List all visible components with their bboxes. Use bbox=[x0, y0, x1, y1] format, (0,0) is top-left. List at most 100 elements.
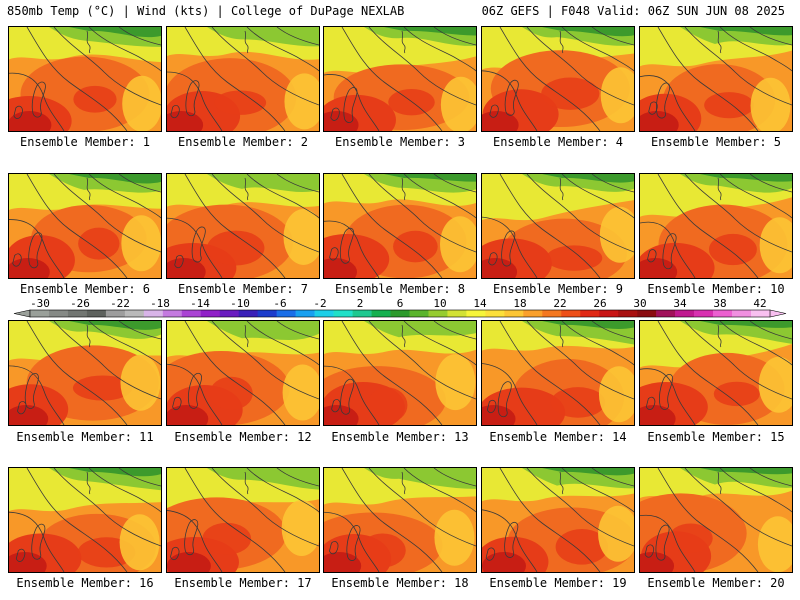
ensemble-member-label: Ensemble Member: 4 bbox=[492, 135, 624, 149]
ensemble-member-map bbox=[323, 320, 477, 426]
colorbar-swatch bbox=[48, 310, 69, 317]
temperature-field bbox=[324, 321, 476, 425]
ensemble-member-label: Ensemble Member: 2 bbox=[177, 135, 309, 149]
colorbar-tick-label: 34 bbox=[673, 297, 687, 310]
temperature-field bbox=[640, 321, 792, 425]
temperature-field bbox=[9, 174, 161, 278]
colorbar-swatch bbox=[105, 310, 126, 317]
ensemble-member-map bbox=[323, 173, 477, 279]
colorbar-swatch bbox=[732, 310, 752, 317]
ensemble-member-label: Ensemble Member: 20 bbox=[647, 576, 785, 590]
colorbar-tick-label: -14 bbox=[190, 297, 210, 310]
ensemble-member-map bbox=[481, 173, 635, 279]
colorbar-swatch bbox=[656, 310, 676, 317]
colorbar-swatch bbox=[713, 310, 733, 317]
ensemble-member-label: Ensemble Member: 8 bbox=[334, 282, 466, 296]
colorbar-swatch bbox=[314, 310, 334, 317]
temperature-colorbar: -30 -26 -22 -18 -14 -10 -6 -2 2 6 10 14 18 22 26 30 34 38… bbox=[12, 297, 788, 319]
colorbar-swatch bbox=[162, 310, 183, 317]
colorbar-tick-label: 2 bbox=[357, 297, 364, 310]
ensemble-member-label: Ensemble Member: 18 bbox=[331, 576, 469, 590]
temperature-field bbox=[482, 27, 634, 131]
colorbar-swatch bbox=[599, 310, 619, 317]
ensemble-member-map bbox=[8, 26, 162, 132]
ensemble-member-map bbox=[166, 467, 320, 573]
colorbar-swatch bbox=[428, 310, 448, 317]
colorbar-tick-label: 26 bbox=[593, 297, 606, 310]
colorbar-swatch bbox=[219, 310, 240, 317]
colorbar-max-arrow bbox=[769, 309, 787, 318]
colorbar-tick-label: 18 bbox=[513, 297, 526, 310]
colorbar-swatch bbox=[181, 310, 202, 317]
colorbar-swatch bbox=[333, 310, 353, 317]
model-run-info: 06Z GEFS | F048 Valid: 06Z SUN JUN 08 20… bbox=[481, 4, 785, 18]
colorbar-tick-label: -18 bbox=[150, 297, 170, 310]
temperature-field bbox=[167, 174, 319, 278]
colorbar-tick-label: 10 bbox=[433, 297, 446, 310]
colorbar-swatch bbox=[542, 310, 562, 317]
colorbar-tick-label: 42 bbox=[753, 297, 766, 310]
colorbar-swatch bbox=[466, 310, 486, 317]
ensemble-member-label: Ensemble Member: 13 bbox=[331, 430, 469, 444]
temperature-field bbox=[167, 27, 319, 131]
temperature-field bbox=[324, 27, 476, 131]
colorbar-tick-label: -6 bbox=[273, 297, 286, 310]
ensemble-member-label: Ensemble Member: 3 bbox=[334, 135, 466, 149]
temperature-field bbox=[324, 174, 476, 278]
colorbar-tick-label: 22 bbox=[553, 297, 566, 310]
temperature-field bbox=[482, 321, 634, 425]
ensemble-member-map bbox=[481, 26, 635, 132]
colorbar-swatch bbox=[409, 310, 429, 317]
colorbar-swatch bbox=[67, 310, 88, 317]
ensemble-member-label: Ensemble Member: 16 bbox=[16, 576, 154, 590]
ensemble-member-label: Ensemble Member: 6 bbox=[19, 282, 151, 296]
colorbar-swatch bbox=[276, 310, 296, 317]
colorbar-swatch bbox=[30, 310, 50, 317]
colorbar-swatch bbox=[200, 310, 221, 317]
ensemble-member-label: Ensemble Member: 11 bbox=[16, 430, 154, 444]
ensemble-member-label: Ensemble Member: 15 bbox=[647, 430, 785, 444]
colorbar-swatch bbox=[295, 310, 315, 317]
ensemble-member-label: Ensemble Member: 17 bbox=[174, 576, 312, 590]
temperature-field bbox=[482, 174, 634, 278]
ensemble-member-map bbox=[639, 467, 793, 573]
colorbar-tick-label: 6 bbox=[397, 297, 404, 310]
ensemble-member-label: Ensemble Member: 10 bbox=[647, 282, 785, 296]
colorbar-tick-label: 30 bbox=[633, 297, 646, 310]
ensemble-member-label: Ensemble Member: 7 bbox=[177, 282, 309, 296]
colorbar-swatch bbox=[485, 310, 505, 317]
temperature-field bbox=[640, 174, 792, 278]
colorbar-swatch bbox=[637, 310, 657, 317]
ensemble-member-label: Ensemble Member: 1 bbox=[19, 135, 151, 149]
colorbar-min-arrow bbox=[13, 309, 31, 318]
colorbar-tick-label: 14 bbox=[473, 297, 487, 310]
colorbar-tick-label: -30 bbox=[30, 297, 50, 310]
colorbar-swatch bbox=[523, 310, 543, 317]
ensemble-member-map bbox=[166, 173, 320, 279]
ensemble-member-label: Ensemble Member: 19 bbox=[489, 576, 627, 590]
colorbar-tick-label: -22 bbox=[110, 297, 130, 310]
ensemble-member-map bbox=[639, 173, 793, 279]
colorbar-swatch bbox=[86, 310, 107, 317]
ensemble-member-map bbox=[481, 320, 635, 426]
colorbar-swatch bbox=[504, 310, 524, 317]
colorbar-swatch bbox=[238, 310, 258, 317]
ensemble-member-map bbox=[323, 467, 477, 573]
ensemble-member-map bbox=[323, 26, 477, 132]
temperature-field bbox=[9, 27, 161, 131]
ensemble-member-map bbox=[639, 320, 793, 426]
colorbar-swatch bbox=[561, 310, 581, 317]
colorbar-swatch bbox=[751, 310, 771, 317]
colorbar-swatch bbox=[257, 310, 277, 317]
ensemble-member-label: Ensemble Member: 9 bbox=[492, 282, 624, 296]
colorbar-swatch bbox=[694, 310, 714, 317]
colorbar-swatch bbox=[390, 310, 410, 317]
temperature-field bbox=[167, 321, 319, 425]
ensemble-member-label: Ensemble Member: 5 bbox=[650, 135, 782, 149]
temperature-field bbox=[324, 468, 476, 572]
colorbar-swatch bbox=[124, 310, 145, 317]
temperature-field bbox=[9, 321, 161, 425]
colorbar-tick-label: -2 bbox=[313, 297, 326, 310]
temperature-field bbox=[482, 468, 634, 572]
ensemble-member-map bbox=[639, 26, 793, 132]
